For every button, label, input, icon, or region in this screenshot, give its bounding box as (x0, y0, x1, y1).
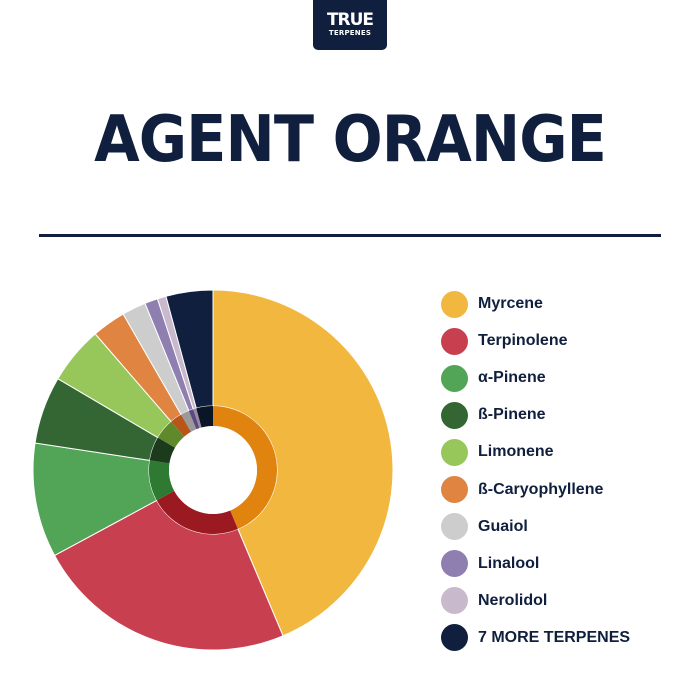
logo-line2: TERPENES (328, 29, 372, 37)
legend-swatch (441, 587, 468, 615)
inner-ring-pinene (149, 437, 176, 464)
legend-swatch (441, 550, 468, 578)
legend-item-7-more-terpenes: 7 MORE TERPENES (441, 624, 630, 652)
legend-swatch (441, 290, 468, 318)
inner-ring-guaiol (181, 410, 197, 432)
legend-label: Terpinolene (478, 332, 568, 350)
legend-label: ß-Caryophyllene (478, 480, 604, 498)
legend-item-linalool: Linalool (441, 550, 539, 578)
legend-label: Limonene (478, 443, 554, 461)
legend-swatch (441, 438, 468, 466)
legend-item-caryophyllene: ß-Caryophyllene (441, 476, 603, 504)
legend-label: Myrcene (478, 295, 543, 312)
divider (39, 234, 661, 237)
legend-label: 7 MORE TERPENES (478, 628, 631, 646)
page-title: AGENT ORANGE (94, 103, 607, 177)
inner-ring-limonene (157, 421, 185, 448)
true-terpenes-logo: TRUE TERPENES (313, 0, 387, 50)
legend-item-pinene: α-Pinene (441, 364, 546, 392)
legend-item-limonene: Limonene (441, 438, 554, 466)
legend-swatch (441, 513, 468, 541)
legend-item-nerolidol: Nerolidol (441, 587, 547, 615)
logo-line1: TRUE (326, 10, 374, 30)
legend-swatch (441, 401, 468, 429)
legend-label: α-Pinene (478, 369, 546, 387)
legend-label: Linalool (478, 554, 540, 572)
inner-ring-linalool (188, 409, 200, 430)
legend-swatch (441, 624, 468, 652)
inner-ring-myrcene (213, 406, 277, 529)
legend-item-guaiol: Guaiol (441, 513, 528, 541)
legend-item-pinene: ß-Pinene (441, 401, 546, 429)
legend-item-myrcene: Myrcene (441, 290, 543, 318)
inner-ring-nerolidol (193, 408, 202, 429)
legend-swatch (441, 364, 468, 392)
inner-ring-caryophyllene (171, 414, 192, 437)
inner-ring-pinene (149, 460, 175, 501)
legend-label: Nerolidol (478, 591, 548, 609)
legend-swatch (441, 476, 468, 503)
donut-hole (169, 426, 257, 514)
inner-ring-7-more-terpenes (196, 406, 213, 428)
legend-label: ß-Pinene (478, 406, 546, 424)
legend-label: Guaiol (478, 517, 528, 535)
inner-ring-terpinolene (156, 490, 238, 534)
legend-item-terpinolene: Terpinolene (441, 327, 568, 355)
legend-swatch (441, 327, 468, 355)
